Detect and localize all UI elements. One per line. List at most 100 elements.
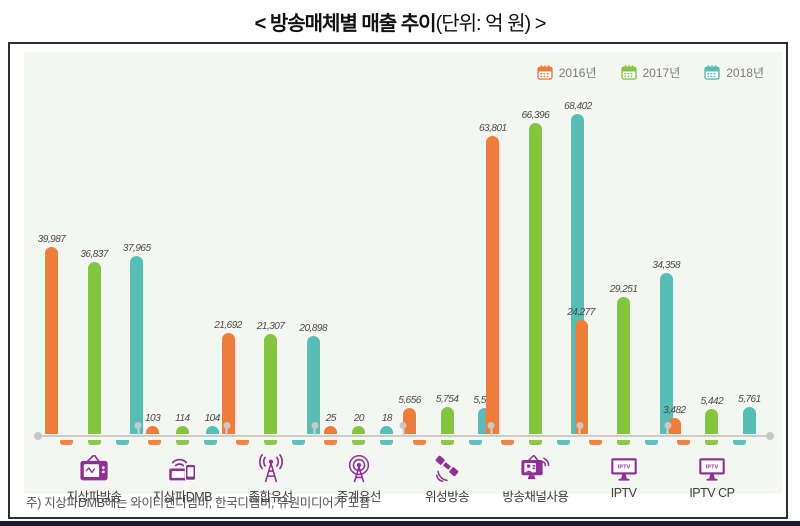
baseline-tick [705,440,719,445]
bar-unit: 63,801 [479,123,507,434]
legend-item-2016: 2016년 [537,64,597,81]
bar [742,407,756,434]
bar-unit: 21,692 [214,320,242,434]
bar-cluster: 63,801 66,396 68,402 [479,98,592,434]
baseline-tick [264,440,278,445]
bar-value-label: 5,761 [738,394,761,405]
pin-stem [578,429,581,435]
bar-value-label: 5,442 [700,396,724,407]
baseline-ticks [589,440,659,445]
bar-unit: 20,898 [299,323,328,434]
bar-unit: 104 [205,413,220,434]
baseline-tick [147,440,161,445]
axis-baseline [34,432,774,440]
baseline-ticks [147,440,217,445]
bar [705,409,719,434]
bar-cluster: 25 20 18 [324,98,394,434]
bar-group: 63,801 66,396 68,402 방송채널사용 [479,98,592,505]
iptv-monitor-icon: IPTV [607,451,641,484]
chart-title: < 방송매체별 매출 추이 [254,13,437,35]
broadcast-channel-icon [518,451,552,484]
category-label: 방송채널사용 [502,490,569,504]
baseline-tick [236,440,250,445]
bar-unit: 66,396 [522,110,550,434]
baseline-tick [352,440,366,445]
bar-unit: 18 [380,413,394,434]
pin-head [664,422,672,429]
satellite-icon [430,451,464,484]
pin-stem [313,429,316,435]
bar-group: 39,987 36,837 37,965 지상파방송 [38,98,151,505]
bar-unit: 20 [352,413,366,434]
bar-value-label: 37,965 [122,243,151,254]
baseline-tick [115,440,129,445]
bar-unit: 37,965 [123,243,151,434]
footnote: 주) 지상파DMB에는 와이티엔디엠비, 한국디엠비, 유원미디어가 포함 [26,496,371,510]
category-label: 지상파방송 [66,490,123,504]
bar-unit: 5,761 [738,394,761,434]
bar [87,262,101,434]
baseline-tick [87,440,101,445]
bar [528,123,542,434]
chart-unit-label: (단위: 억 원) > [435,13,547,35]
tv-retro-icon [77,451,111,484]
bar-value-label: 20 [353,413,365,424]
bar [659,273,673,434]
bar [45,247,59,434]
plot-area: 2016년 2017년 2018년 39,987 36,837 37,965 [24,52,782,504]
bar-cluster: 24,277 29,251 34,358 [567,98,681,434]
bar-unit: 5,656 [398,395,421,434]
bar-group: 103 114 104 지상파DMB [138,98,226,505]
bar [380,426,394,434]
calendar-icon [704,65,720,80]
legend-label: 2016년 [558,66,597,80]
pin-head [311,422,319,429]
category-label: IPTV [610,486,637,500]
bar [667,418,681,434]
bar-unit: 3,482 [663,405,686,434]
baseline-tick [380,440,394,445]
separator-pin [576,422,583,435]
bar-cluster: 39,987 36,837 37,965 [38,98,151,434]
bar [403,408,417,434]
bar-value-label: 29,251 [609,284,638,295]
bar-cluster: 103 114 104 [145,98,220,434]
bar-unit: 5,754 [436,394,459,434]
bar [205,426,219,434]
pin-head [399,422,407,429]
baseline-tick [589,440,603,445]
dmb-devices-icon [165,451,199,484]
bar-value-label: 5,656 [398,395,421,406]
bar [352,426,366,434]
baseline-tick [203,440,217,445]
category-label: IPTV CP [689,486,735,500]
pin-stem [402,429,404,435]
baseline-tick [59,440,73,445]
baseline-tick [468,440,482,445]
baseline-tick [645,440,659,445]
pin-head [223,422,230,429]
separator-pin [311,422,319,435]
bar [324,426,338,434]
baseline-ticks [677,440,747,445]
bar [175,426,189,434]
category-label: 종합유선 [248,490,294,504]
bar-unit: 39,987 [38,234,66,434]
bar-unit: 5,442 [701,396,724,434]
baseline-tick [500,440,514,445]
calendar-icon [537,65,553,80]
bar-cluster: 3,482 5,442 5,761 [663,98,761,434]
baseline-ticks [59,440,129,445]
bar [574,320,588,434]
baseline-tick [440,440,454,445]
separator-pin [134,422,142,435]
bar-group: 21,692 21,307 20,898 종합유선 [214,98,327,505]
category-label: 지상파DMB [152,490,213,504]
bar-value-label: 36,837 [80,249,108,260]
legend-label: 2018년 [726,66,764,80]
separator-pin [487,422,495,435]
relay-antenna-icon [342,451,376,484]
pin-stem [137,429,140,435]
bar-value-label: 39,987 [37,234,66,245]
bar [440,407,454,434]
